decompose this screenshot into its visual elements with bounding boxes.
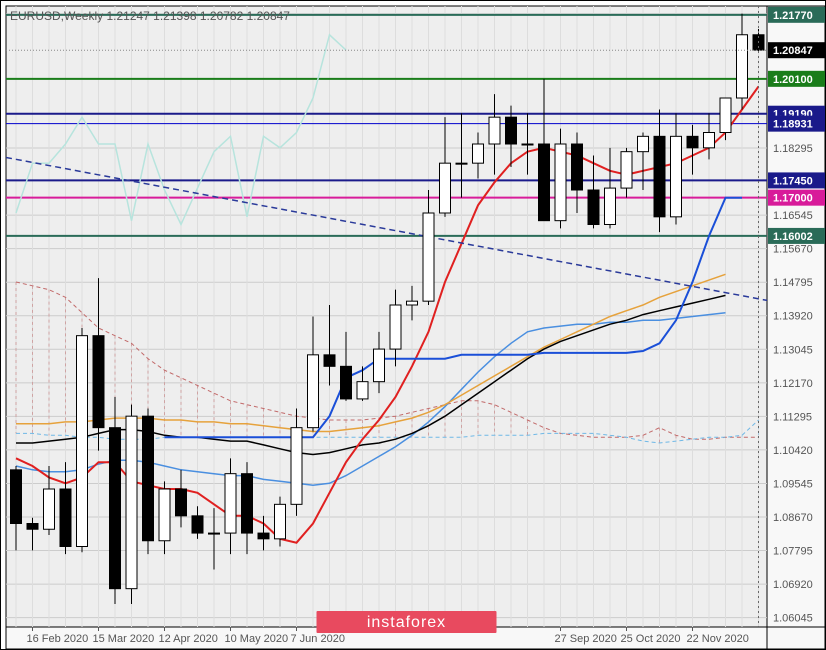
candle-body [654, 136, 665, 217]
hline-label: 1.21770 [773, 10, 813, 22]
x-tick-label: 10 May 2020 [225, 633, 289, 645]
y-tick-label: 1.15670 [773, 244, 813, 256]
candle-body [192, 516, 203, 533]
candle-body [159, 489, 170, 541]
candle-body [11, 470, 22, 524]
y-tick-label: 1.13920 [773, 311, 813, 323]
candle-body [60, 489, 71, 547]
candle-body [671, 136, 682, 217]
candle-body [720, 98, 731, 133]
corner-panel [767, 627, 825, 649]
watermark-text: instaforex [367, 614, 446, 631]
y-tick-label: 1.16545 [773, 210, 813, 222]
y-tick-label: 1.08670 [773, 512, 813, 524]
y-tick-label: 1.07795 [773, 546, 813, 558]
x-tick-label: 16 Feb 2020 [27, 633, 89, 645]
y-tick-label: 1.10420 [773, 445, 813, 457]
candle-body [555, 144, 566, 221]
candle-body [423, 213, 434, 301]
candle-body [357, 382, 368, 399]
x-tick-label: 22 Nov 2020 [687, 633, 749, 645]
candle-body [225, 474, 236, 533]
hline-label: 1.20100 [773, 74, 813, 86]
candle-body [440, 163, 451, 213]
candle-body [176, 489, 187, 516]
candle-body [324, 355, 335, 367]
y-tick-label: 1.11295 [773, 411, 812, 423]
y-tick-label: 1.06920 [773, 579, 813, 591]
candle-body [638, 136, 649, 151]
y-tick-label: 1.14795 [773, 277, 813, 289]
candle-body [27, 524, 38, 530]
candle-body [506, 117, 517, 144]
candle-body [522, 144, 533, 145]
y-tick-label: 1.06045 [773, 613, 813, 625]
y-tick-label: 1.12170 [773, 378, 813, 390]
candle-body [143, 416, 154, 541]
candle-body [704, 133, 715, 148]
x-tick-label: 7 Jun 2020 [291, 633, 345, 645]
y-tick-label: 1.13045 [773, 344, 813, 356]
candle-body [308, 355, 319, 428]
x-tick-label: 25 Oct 2020 [621, 633, 681, 645]
candle-body [456, 163, 467, 164]
candle-body [275, 504, 286, 539]
hline-label: 1.17450 [773, 175, 813, 187]
candle-body [374, 349, 385, 382]
candle-body [209, 533, 220, 534]
candle-body [242, 474, 253, 533]
last-price-tag: 1.20847 [773, 45, 813, 57]
candle-body [407, 301, 418, 305]
candle-body [539, 144, 550, 221]
x-tick-label: 15 Mar 2020 [93, 633, 155, 645]
candle-body [390, 305, 401, 349]
candle-body [258, 533, 269, 539]
candle-body [341, 366, 352, 399]
candle-body [687, 136, 698, 148]
y-tick-label: 1.18295 [773, 143, 813, 155]
candle-body [93, 336, 104, 428]
candle-body [44, 489, 55, 529]
y-tick-label: 1.09545 [773, 478, 813, 490]
candle-body [621, 152, 632, 188]
candle-body [291, 428, 302, 505]
hline-label: 1.16002 [773, 231, 813, 243]
x-tick-label: 12 Apr 2020 [159, 633, 218, 645]
chart-svg: 1.06045 1.06920 1.07795 1.08670 1.09545 1.104… [0, 0, 826, 650]
x-tick-label: 27 Sep 2020 [555, 633, 617, 645]
candle-body [605, 188, 616, 224]
candle-body [588, 190, 599, 225]
candle-body [77, 336, 88, 547]
candlestick-chart[interactable]: 1.06045 1.06920 1.07795 1.08670 1.09545 1.104… [0, 0, 826, 650]
candle-body [737, 35, 748, 98]
hline-label: 1.18931 [773, 119, 813, 131]
chart-title: EURUSD,Weekly 1.21247 1.21398 1.20782 1.… [10, 9, 290, 23]
candle-body [473, 144, 484, 163]
candle-body [489, 117, 500, 144]
hline-label: 1.17000 [773, 193, 813, 205]
candle-body [572, 144, 583, 190]
candle-body [110, 428, 121, 589]
candle-body [126, 416, 137, 588]
